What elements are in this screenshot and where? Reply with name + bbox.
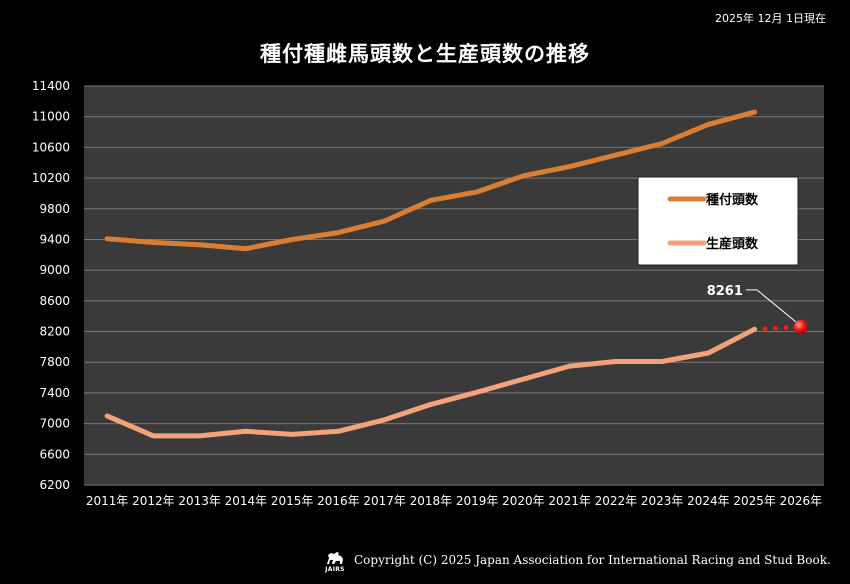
x-tick-label: 2017年 xyxy=(363,494,406,508)
legend-label-1: 種付頭数 xyxy=(706,192,759,208)
x-tick-label: 2012年 xyxy=(132,494,175,508)
chart-title: 種付種雌馬頭数と生産頭数の推移 xyxy=(260,42,590,66)
x-tick-label: 2011年 xyxy=(86,494,129,508)
y-tick-label: 7800 xyxy=(39,355,70,369)
y-tick-label: 8200 xyxy=(39,325,70,339)
y-tick-label: 7400 xyxy=(39,386,70,400)
logo-text: JAIRS xyxy=(325,566,345,573)
series-line-2 xyxy=(104,326,758,439)
y-tick-label: 9000 xyxy=(39,263,70,277)
forecast-value-label: 8261 xyxy=(707,284,743,299)
x-axis-ticks: 2011年 2012年 2013年 2014年 2015年 2016年 2017年 2018年… xyxy=(86,494,822,508)
horse-icon xyxy=(327,552,343,564)
copyright-footer: JAIRS Copyright (C) 2025 Japan Associati… xyxy=(322,547,831,573)
y-tick-label: 9800 xyxy=(39,202,70,216)
plot-area xyxy=(84,86,824,485)
legend-label-2: 生産頭数 xyxy=(706,236,759,252)
series-line-1 xyxy=(104,109,758,252)
forecast-dot xyxy=(762,326,768,332)
x-tick-label: 2024年 xyxy=(687,494,730,508)
x-tick-label: 2026年 xyxy=(780,494,823,508)
y-tick-label: 9400 xyxy=(39,232,70,246)
x-tick-label: 2016年 xyxy=(317,494,360,508)
y-tick-label: 10600 xyxy=(32,140,70,154)
forecast-label-leader xyxy=(745,289,797,323)
x-tick-label: 2018年 xyxy=(410,494,453,508)
y-tick-label: 6600 xyxy=(39,447,70,461)
y-tick-label: 6200 xyxy=(39,478,70,492)
x-tick-label: 2022年 xyxy=(595,494,638,508)
y-tick-label: 11400 xyxy=(32,79,70,93)
x-tick-label: 2025年 xyxy=(733,494,776,508)
y-tick-label: 8600 xyxy=(39,294,70,308)
x-tick-label: 2014年 xyxy=(225,494,268,508)
y-tick-label: 11000 xyxy=(32,110,70,124)
y-axis-ticks: 6200 6600 7000 7400 7800 8200 8600 9000 9400 9800… xyxy=(32,79,70,492)
copyright-text: Copyright (C) 2025 Japan Association for… xyxy=(354,553,831,567)
x-tick-label: 2019年 xyxy=(456,494,499,508)
x-tick-label: 2015年 xyxy=(271,494,314,508)
forecast-group: 8261 xyxy=(707,284,808,334)
forecast-dot xyxy=(783,325,789,331)
x-tick-label: 2020年 xyxy=(502,494,545,508)
x-tick-label: 2021年 xyxy=(548,494,591,508)
series-lines xyxy=(104,109,758,439)
as-of-date-note: 2025年 12月 1日現在 xyxy=(715,12,826,25)
x-tick-label: 2023年 xyxy=(641,494,684,508)
x-tick-label: 2013年 xyxy=(178,494,221,508)
y-tick-label: 7000 xyxy=(39,417,70,431)
jairs-logo: JAIRS xyxy=(322,547,348,573)
y-tick-label: 10200 xyxy=(32,171,70,185)
forecast-marker xyxy=(793,319,808,334)
legend-box xyxy=(637,176,799,266)
forecast-dot xyxy=(773,325,779,331)
